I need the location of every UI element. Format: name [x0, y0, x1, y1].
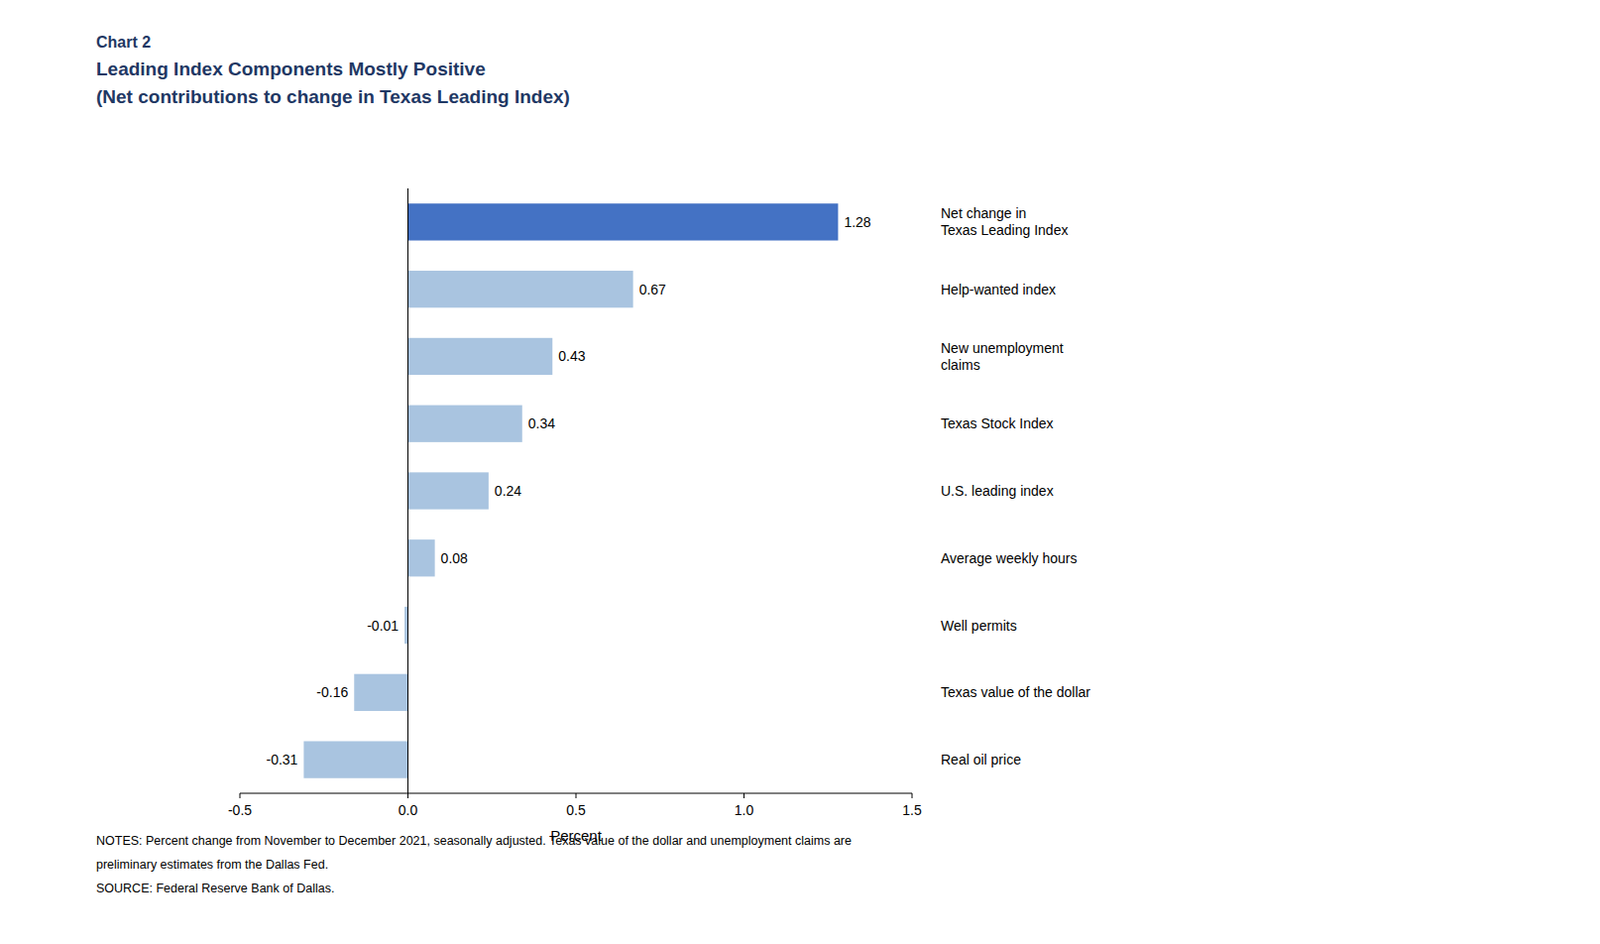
x-tick-label: 0.0	[398, 801, 419, 818]
x-tick-label: 1.5	[902, 801, 922, 818]
category-label: U.S. leading index	[940, 482, 1054, 499]
category-label-line: Texas Leading Index	[940, 222, 1068, 238]
x-tick-label: 0.5	[566, 801, 586, 818]
x-tick	[407, 793, 409, 799]
note: preliminary estimates from the Dallas Fe…	[96, 857, 329, 872]
category-label: New unemploymentclaims	[940, 340, 1064, 373]
labels: 1.28 Net change inTexas Leading Index 0.67…	[265, 205, 1091, 768]
category-label: Net change inTexas Leading Index	[940, 205, 1068, 238]
category-label-line: New unemployment	[940, 340, 1064, 356]
x-tick	[743, 793, 745, 799]
title: Leading Index Components Mostly Positive	[96, 58, 486, 80]
note: NOTES: Percent change from November to D…	[96, 833, 852, 848]
bars	[303, 203, 838, 779]
data-label: 0.08	[441, 550, 468, 567]
x-tick-label: 1.0	[734, 801, 755, 818]
page: {"chart_data": { "type": "bar", "orienta…	[0, 0, 1600, 944]
chart-svg: Chart 2 Leading Index Components Mostly P…	[0, 0, 1600, 944]
bar	[408, 471, 489, 509]
data-label: -0.01	[366, 617, 399, 634]
category-label-line: Texas Stock Index	[940, 415, 1054, 432]
bar	[408, 539, 436, 576]
data-label: 0.43	[558, 347, 585, 364]
zero-line	[407, 188, 409, 794]
bar	[408, 405, 523, 443]
chart-container: Chart 2 Leading Index Components Mostly P…	[0, 0, 1600, 944]
category-label-line: U.S. leading index	[940, 482, 1054, 499]
bar	[408, 338, 554, 375]
category-label: Real oil price	[940, 751, 1022, 768]
category-label-line: Texas value of the dollar	[940, 684, 1091, 700]
data-label: -0.16	[316, 684, 348, 700]
category-label: Well permits	[940, 617, 1018, 634]
category-label-line: Help-wanted index	[940, 281, 1056, 298]
data-label: 0.24	[494, 482, 522, 499]
x-tick	[239, 793, 241, 799]
x-tick	[912, 793, 914, 799]
data-label: 0.34	[528, 415, 556, 432]
bar	[303, 740, 408, 778]
background	[0, 0, 1600, 944]
bar	[404, 606, 408, 644]
category-label: Texas Stock Index	[940, 415, 1054, 432]
bar	[408, 270, 634, 308]
x-tick-label: -0.5	[228, 801, 252, 818]
data-label: -0.31	[265, 751, 298, 768]
category-label-line: Well permits	[940, 617, 1018, 634]
x-tick	[575, 793, 577, 799]
category-label-line: claims	[940, 356, 981, 373]
category-label: Average weekly hours	[940, 550, 1077, 567]
category-label-line: Average weekly hours	[940, 550, 1077, 567]
category-label: Help-wanted index	[940, 281, 1056, 298]
category-label: Texas value of the dollar	[940, 684, 1091, 700]
chart-label: Chart 2	[96, 33, 151, 51]
data-label: 1.28	[843, 214, 871, 230]
bar	[408, 203, 839, 240]
category-label-line: Net change in	[940, 205, 1027, 222]
bar	[353, 674, 408, 711]
category-label-line: Real oil price	[940, 751, 1022, 768]
subtitle: (Net contributions to change in Texas Le…	[96, 86, 571, 108]
note: SOURCE: Federal Reserve Bank of Dallas.	[96, 881, 335, 896]
data-label: 0.67	[639, 281, 667, 298]
